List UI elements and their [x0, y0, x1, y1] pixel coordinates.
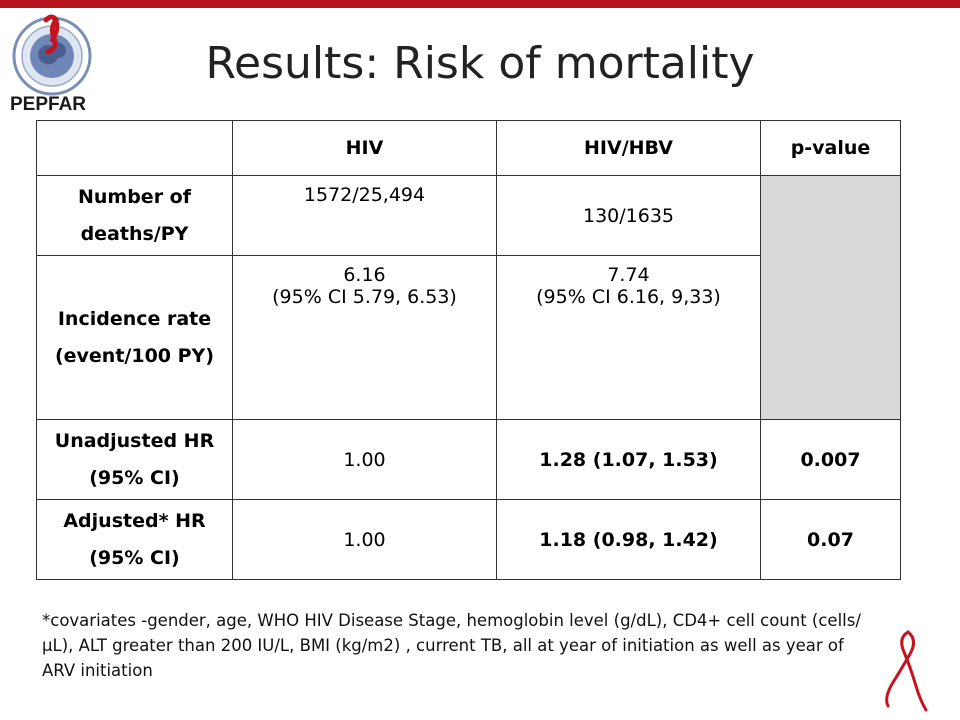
- header-hiv: HIV: [232, 120, 497, 176]
- cell-hbv-incidence: 7.74 (95% CI 6.16, 9,33): [496, 255, 761, 420]
- covariates-footnote: *covariates -gender, age, WHO HIV Diseas…: [42, 611, 861, 680]
- header-hiv-hbv: HIV/HBV: [496, 120, 761, 176]
- hiv-incidence-value: 6.16: [343, 264, 386, 286]
- cell-hiv-unadjusted-hr: 1.00: [232, 419, 497, 500]
- table-row-incidence: Incidence rate (event/100 PY) 6.16 (95% …: [36, 255, 901, 420]
- table-header-row: HIV HIV/HBV p-value: [36, 120, 901, 176]
- hbv-incidence-value: 7.74: [607, 264, 650, 286]
- pepfar-logo-text: PEPFAR: [10, 94, 87, 115]
- table-row-adjusted-hr: Adjusted* HR (95% CI) 1.00 1.18 (0.98, 1…: [36, 499, 901, 580]
- cell-p-empty-shaded: [760, 175, 901, 420]
- cell-hbv-unadjusted-hr: 1.28 (1.07, 1.53): [496, 419, 761, 500]
- table-row-unadjusted-hr: Unadjusted HR (95% CI) 1.00 1.28 (1.07, …: [36, 419, 901, 500]
- table-row-deaths: Number of deaths/PY 1572/25,494 130/1635: [36, 175, 901, 420]
- red-ribbon-icon: [885, 630, 928, 712]
- results-table: HIV HIV/HBV p-value Number of deaths/PY …: [36, 120, 901, 580]
- row-label-deaths: Number of deaths/PY: [36, 175, 233, 256]
- hbv-incidence-ci: (95% CI 6.16, 9,33): [536, 286, 721, 308]
- hiv-incidence-ci: (95% CI 5.79, 6.53): [272, 286, 457, 308]
- header-empty-cell: [36, 120, 233, 176]
- row-label-adjusted-hr: Adjusted* HR (95% CI): [36, 499, 233, 580]
- cell-hiv-incidence: 6.16 (95% CI 5.79, 6.53): [232, 255, 497, 420]
- top-accent-bar: [0, 0, 960, 8]
- cell-p-adjusted-hr: 0.07: [760, 499, 901, 580]
- cell-p-unadjusted-hr: 0.007: [760, 419, 901, 500]
- row-label-unadjusted-hr: Unadjusted HR (95% CI): [36, 419, 233, 500]
- pepfar-seal-logo: [12, 14, 92, 96]
- slide-title: Results: Risk of mortality: [205, 38, 755, 89]
- cell-hiv-deaths: 1572/25,494: [232, 175, 497, 256]
- cell-hbv-deaths: 130/1635: [496, 175, 761, 256]
- cell-hiv-adjusted-hr: 1.00: [232, 499, 497, 580]
- cell-hbv-adjusted-hr: 1.18 (0.98, 1.42): [496, 499, 761, 580]
- row-label-incidence: Incidence rate (event/100 PY): [36, 255, 233, 420]
- header-p-value: p-value: [760, 120, 901, 176]
